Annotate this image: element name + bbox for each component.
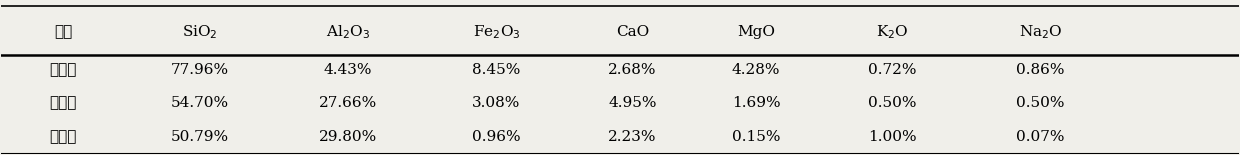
Text: 铁尾矿: 铁尾矿 [50, 63, 77, 77]
Text: Na$_2$O: Na$_2$O [1019, 23, 1063, 41]
Text: 50.79%: 50.79% [170, 130, 228, 144]
Text: CaO: CaO [616, 25, 649, 39]
Text: SiO$_2$: SiO$_2$ [181, 23, 217, 41]
Text: 成分: 成分 [55, 25, 72, 39]
Text: 0.15%: 0.15% [732, 130, 780, 144]
Text: 4.95%: 4.95% [608, 96, 657, 110]
Text: 0.07%: 0.07% [1017, 130, 1065, 144]
Text: 0.50%: 0.50% [1017, 96, 1065, 110]
Text: 0.50%: 0.50% [868, 96, 916, 110]
Text: 1.69%: 1.69% [732, 96, 780, 110]
Text: 4.28%: 4.28% [732, 63, 780, 77]
Text: 4.43%: 4.43% [324, 63, 372, 77]
Text: 54.70%: 54.70% [170, 96, 228, 110]
Text: 粉某灰: 粉某灰 [50, 96, 77, 110]
Text: Al$_2$O$_3$: Al$_2$O$_3$ [326, 23, 370, 41]
Text: 3.08%: 3.08% [472, 96, 521, 110]
Text: K$_2$O: K$_2$O [875, 23, 909, 41]
Text: 0.96%: 0.96% [472, 130, 521, 144]
Text: 8.45%: 8.45% [472, 63, 521, 77]
Text: 1.00%: 1.00% [868, 130, 916, 144]
Text: MgO: MgO [737, 25, 775, 39]
Text: 2.23%: 2.23% [608, 130, 657, 144]
Text: 高岭土: 高岭土 [50, 130, 77, 144]
Text: 2.68%: 2.68% [608, 63, 657, 77]
Text: 27.66%: 27.66% [319, 96, 377, 110]
Text: 77.96%: 77.96% [170, 63, 228, 77]
Text: Fe$_2$O$_3$: Fe$_2$O$_3$ [472, 23, 520, 41]
Text: 0.86%: 0.86% [1017, 63, 1065, 77]
Text: 29.80%: 29.80% [319, 130, 377, 144]
Text: 0.72%: 0.72% [868, 63, 916, 77]
